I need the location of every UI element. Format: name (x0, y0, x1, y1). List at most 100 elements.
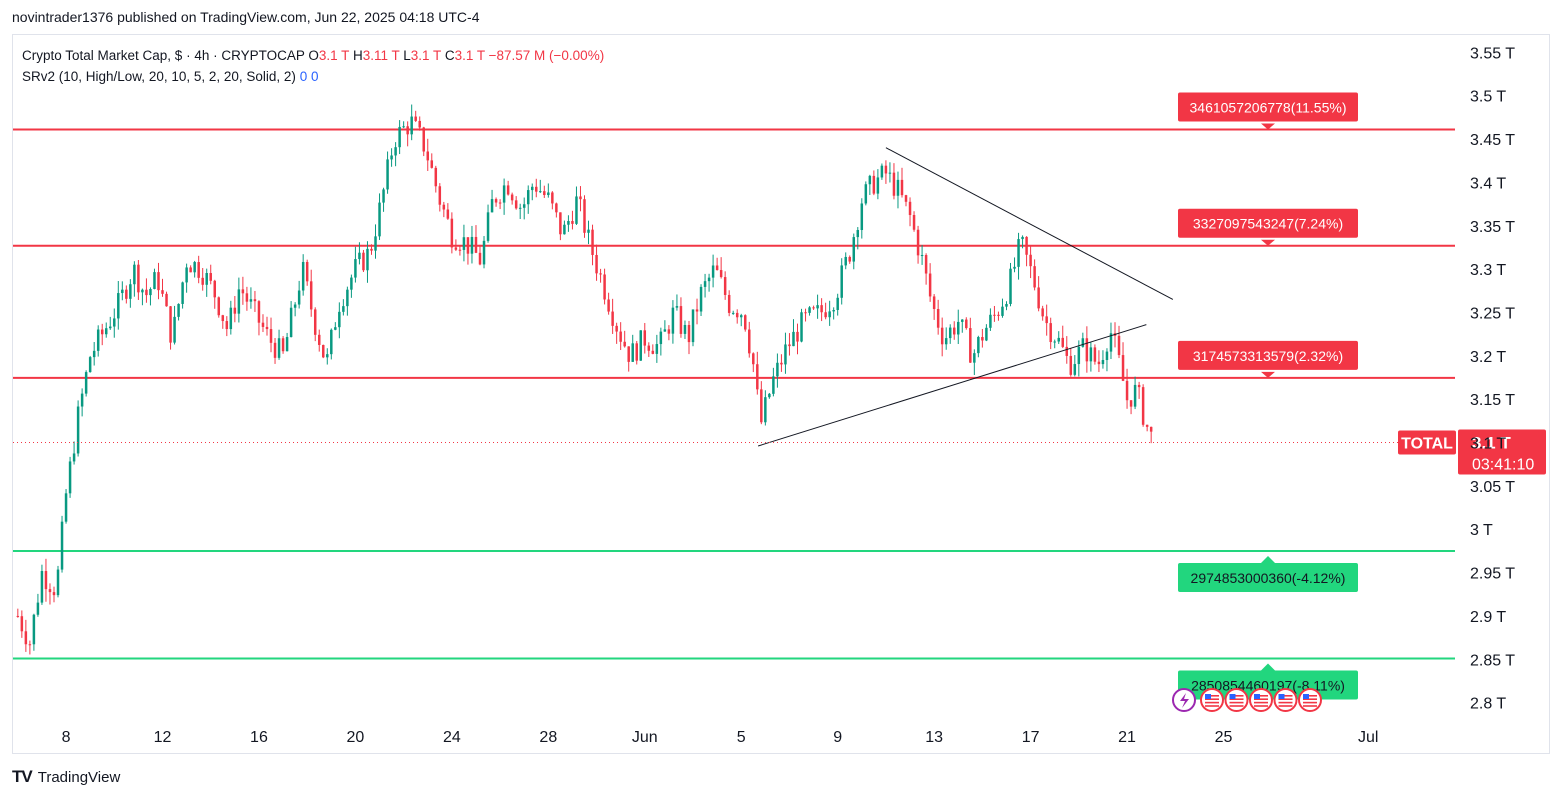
candle (993, 305, 996, 322)
candle-body (535, 186, 538, 192)
candle-body (225, 321, 229, 330)
candle-body (229, 307, 233, 330)
candle (1109, 322, 1113, 360)
candle (157, 262, 160, 300)
candle-body (201, 277, 204, 285)
candle-body (241, 289, 245, 294)
candle (691, 309, 695, 347)
candle-body (691, 309, 695, 343)
flag-stripe (1254, 695, 1268, 697)
price-axis-label: 3.1 T 03:41:10 (1458, 429, 1546, 475)
candle (892, 163, 896, 200)
candle-body (237, 289, 241, 314)
indicator-row[interactable]: SRv2 (10, High/Low, 20, 10, 5, 2, 20, So… (22, 66, 604, 87)
candle (117, 281, 120, 330)
candle (824, 302, 827, 320)
flag-stripe (1303, 705, 1317, 707)
candle (197, 255, 200, 284)
candle-body (342, 306, 345, 312)
candle-body (217, 297, 221, 316)
candle-body (1137, 384, 1141, 388)
candle-body (744, 315, 747, 330)
candle (20, 610, 24, 638)
candle (60, 515, 64, 573)
candle (450, 212, 454, 254)
y-tick-label: 3.55 T (1470, 45, 1515, 62)
candle (848, 255, 851, 264)
candle (281, 336, 285, 354)
candle (430, 153, 434, 169)
candle (543, 185, 546, 198)
candle-body (623, 341, 626, 347)
candle (277, 329, 281, 360)
current-price: TOTAL 3.1 T 03:41:10 (13, 429, 1546, 475)
candle-body (1033, 266, 1036, 288)
candle (804, 308, 807, 322)
x-tick-label: 21 (1118, 729, 1136, 746)
symbol-row: Crypto Total Market Cap, $ · 4h · CRYPTO… (22, 45, 604, 66)
x-tick-label: 13 (925, 729, 943, 746)
footer-brand[interactable]: TV TradingView (12, 767, 120, 787)
candle (418, 116, 421, 131)
candle-body (265, 326, 269, 330)
time-axis: 8 12 16 20 24 28 Jun 5 9 13 17 21 25 Jul (62, 729, 1379, 746)
candle (518, 203, 522, 220)
candle (526, 185, 530, 214)
candle (868, 174, 872, 195)
candle-body (872, 175, 876, 194)
candle (860, 198, 864, 239)
candle (80, 388, 84, 417)
ohlc-close: 3.1 T (454, 48, 485, 63)
candle-body (969, 328, 972, 363)
candle-body (904, 195, 908, 202)
candle-body (659, 331, 663, 345)
indicator-name[interactable]: SRv2 (10, High/Low, 20, 10, 5, 2, 20, So… (22, 69, 296, 84)
candle (1129, 400, 1133, 415)
candle-body (382, 189, 385, 203)
candle-body (398, 126, 401, 148)
flag-stripe (1205, 698, 1219, 700)
candle-body (253, 299, 257, 302)
candle-body (450, 218, 454, 248)
candle (812, 305, 815, 310)
candle-body (1093, 347, 1097, 362)
candle-body (876, 177, 880, 194)
candle (522, 197, 526, 220)
candle (173, 305, 176, 345)
candle (474, 225, 478, 254)
candle (40, 564, 44, 605)
candle (189, 265, 192, 273)
candle-body (1133, 384, 1137, 407)
candle (52, 586, 56, 603)
y-tick-label: 3.15 T (1470, 392, 1515, 409)
candle-body (1025, 236, 1028, 255)
candle (386, 151, 389, 194)
candle-body (104, 328, 108, 335)
candle-body (189, 267, 192, 273)
candle (113, 308, 116, 338)
candle-body (748, 329, 751, 354)
candle (153, 268, 156, 290)
candle (24, 619, 28, 652)
candle (683, 320, 687, 339)
candle (768, 392, 771, 399)
candle (289, 301, 293, 338)
candle (957, 309, 960, 345)
badge-text: 2974853000360(-4.12%) (1191, 570, 1346, 586)
candle (735, 309, 739, 324)
candle-body (141, 289, 144, 293)
candle (932, 294, 936, 320)
candle (551, 191, 554, 210)
candle (293, 302, 297, 317)
candle (233, 295, 237, 323)
candle-body (985, 327, 988, 341)
candle-body (68, 461, 72, 494)
candle (744, 314, 747, 332)
candle-body (655, 344, 659, 354)
candle-body (860, 203, 864, 231)
candle (844, 252, 847, 270)
flag-canton (1229, 694, 1236, 699)
candle-body (784, 344, 787, 365)
candle (888, 162, 892, 183)
